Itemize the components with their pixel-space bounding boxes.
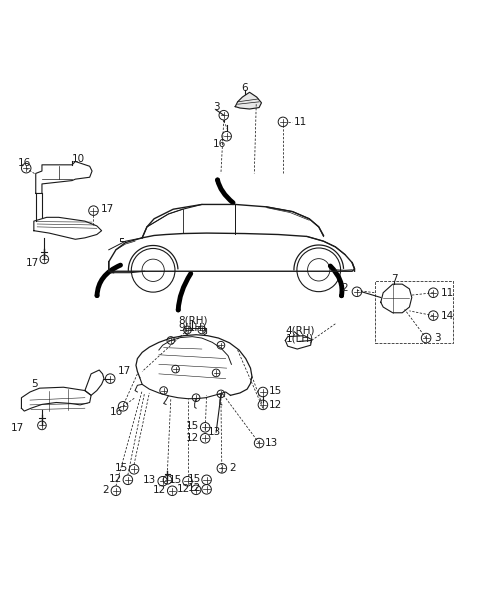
Text: 6: 6: [241, 83, 248, 92]
FancyArrowPatch shape: [217, 180, 233, 203]
Text: 7: 7: [391, 274, 397, 284]
Text: 13: 13: [143, 475, 156, 486]
Text: 3: 3: [434, 333, 440, 343]
Text: 3: 3: [213, 102, 219, 112]
Text: 2: 2: [102, 486, 109, 495]
Text: 10: 10: [72, 154, 85, 164]
Text: 17: 17: [26, 258, 39, 268]
Text: 15: 15: [186, 421, 199, 431]
Text: 16: 16: [18, 158, 31, 168]
Text: 1(LH): 1(LH): [285, 333, 313, 343]
Text: 13: 13: [207, 427, 221, 437]
Text: 16: 16: [110, 407, 123, 417]
Text: 11: 11: [293, 117, 307, 127]
FancyArrowPatch shape: [178, 274, 191, 310]
Text: 8(RH): 8(RH): [178, 315, 207, 325]
Text: 15: 15: [168, 475, 182, 486]
Polygon shape: [235, 92, 262, 109]
Text: 12: 12: [153, 486, 166, 495]
Text: 9(LH): 9(LH): [178, 322, 206, 333]
Text: 17: 17: [11, 423, 24, 433]
FancyArrowPatch shape: [330, 266, 342, 296]
Text: 13: 13: [265, 438, 278, 448]
Text: 2: 2: [341, 283, 348, 293]
Text: 11: 11: [441, 288, 454, 298]
Text: 15: 15: [115, 464, 128, 474]
Text: 12: 12: [177, 484, 191, 494]
Text: 12: 12: [269, 400, 282, 410]
Text: 17: 17: [101, 203, 114, 214]
Text: 4(RH): 4(RH): [285, 326, 315, 336]
Text: 14: 14: [441, 311, 454, 321]
Text: 17: 17: [118, 367, 131, 377]
Text: 12: 12: [188, 483, 201, 493]
FancyArrowPatch shape: [97, 265, 120, 296]
Text: 12: 12: [109, 474, 122, 484]
Text: 15: 15: [188, 474, 201, 484]
Text: 15: 15: [269, 386, 282, 396]
Text: 2: 2: [229, 464, 236, 474]
Text: 5: 5: [32, 380, 38, 389]
Text: 12: 12: [186, 433, 199, 443]
Text: 16: 16: [212, 139, 226, 149]
